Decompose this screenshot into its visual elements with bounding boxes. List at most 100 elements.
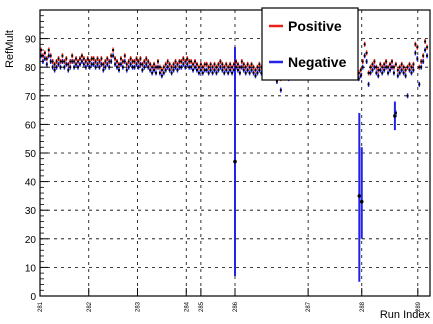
negative-point-marker [254, 74, 257, 77]
positive-point-marker [371, 63, 374, 66]
negative-point-marker [182, 63, 185, 66]
negative-point-marker [75, 63, 78, 66]
negative-point-marker [244, 71, 247, 74]
negative-point-marker [242, 69, 245, 72]
positive-point-marker [149, 63, 152, 66]
positive-point-marker [373, 60, 376, 63]
positive-point-marker [75, 57, 78, 60]
negative-point-marker [236, 69, 239, 72]
negative-point-marker [375, 71, 378, 74]
positive-point-marker [98, 60, 101, 63]
positive-point-marker [426, 46, 429, 49]
positive-point-marker [114, 57, 117, 60]
negative-point-marker [221, 69, 224, 72]
positive-point-marker [418, 66, 421, 69]
positive-point-marker [49, 54, 52, 57]
positive-point-marker [414, 43, 417, 46]
positive-point-marker [63, 60, 66, 63]
negative-point-marker [377, 74, 380, 77]
positive-point-marker [53, 63, 56, 66]
positive-point-marker [186, 57, 189, 60]
negative-point-marker [100, 63, 103, 66]
positive-point-marker [88, 60, 91, 63]
negative-point-marker [402, 71, 405, 74]
negative-point-marker [135, 63, 138, 66]
positive-point-marker [121, 60, 124, 63]
negative-point-marker [158, 71, 161, 74]
negative-point-marker [195, 69, 198, 72]
positive-point-marker [164, 63, 167, 66]
positive-point-marker [390, 60, 393, 63]
positive-point-marker [192, 63, 195, 66]
y-tick-label: 40 [25, 178, 37, 189]
positive-point-marker [51, 60, 54, 63]
positive-point-marker [92, 57, 95, 60]
negative-point-marker [65, 63, 68, 66]
positive-point-marker [398, 66, 401, 69]
positive-point-marker [131, 60, 134, 63]
positive-point-marker [45, 57, 48, 60]
positive-point-marker [199, 63, 202, 66]
positive-point-marker [67, 63, 70, 66]
positive-point-marker [104, 60, 107, 63]
positive-point-marker [221, 63, 224, 66]
negative-point-marker [252, 71, 255, 74]
negative-point-marker [92, 63, 95, 66]
negative-point-marker [162, 71, 165, 74]
positive-point-marker [225, 63, 228, 66]
positive-point-marker [102, 63, 105, 66]
positive-point-marker [158, 66, 161, 69]
positive-point-marker [90, 57, 93, 60]
x-tick-label: 284 [184, 301, 190, 312]
negative-point-marker [209, 69, 212, 72]
negative-point-marker [86, 63, 89, 66]
positive-point-marker [168, 63, 171, 66]
negative-point-marker [174, 66, 177, 69]
negative-point-marker [131, 66, 134, 69]
positive-point-marker [147, 60, 150, 63]
positive-point-marker [129, 57, 132, 60]
positive-point-marker [209, 63, 212, 66]
positive-point-marker [139, 57, 142, 60]
negative-point-marker [45, 63, 48, 66]
positive-point-marker [137, 60, 140, 63]
positive-point-marker [231, 66, 234, 69]
negative-point-marker [361, 66, 364, 69]
negative-point-marker [225, 69, 228, 72]
negative-point-marker [137, 66, 140, 69]
positive-point-marker [112, 49, 115, 52]
negative-point-marker [422, 60, 425, 63]
negative-point-marker [381, 71, 384, 74]
negative-point-marker [172, 69, 175, 72]
negative-point-marker [112, 54, 115, 57]
positive-point-marker [143, 60, 146, 63]
positive-point-marker [385, 60, 388, 63]
positive-point-marker [96, 57, 99, 60]
positive-point-marker [78, 57, 81, 60]
negative-point-marker [363, 54, 366, 57]
negative-point-marker [149, 69, 152, 72]
negative-point-marker [170, 71, 173, 74]
negative-point-marker [367, 83, 370, 86]
negative-point-marker [71, 60, 74, 63]
negative-point-marker [390, 66, 393, 69]
negative-point-marker [77, 66, 80, 69]
negative-point-marker [143, 66, 146, 69]
negative-point-marker [114, 63, 117, 66]
negative-point-marker [133, 66, 136, 69]
negative-point-marker [199, 69, 202, 72]
negative-point-marker [234, 66, 237, 69]
positive-point-marker [211, 66, 214, 69]
error-bar-center [233, 159, 237, 164]
positive-point-marker [254, 69, 257, 72]
positive-point-marker [184, 60, 187, 63]
legend: Positive Negative [261, 7, 359, 81]
negative-point-marker [392, 71, 395, 74]
legend-negative-label: Negative [288, 54, 347, 70]
positive-point-marker [55, 60, 58, 63]
negative-point-marker [215, 71, 218, 74]
positive-point-marker [57, 57, 60, 60]
positive-point-marker [180, 60, 183, 63]
positive-point-marker [394, 63, 397, 66]
negative-point-marker [153, 69, 156, 72]
